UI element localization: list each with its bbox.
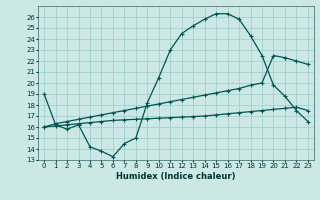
X-axis label: Humidex (Indice chaleur): Humidex (Indice chaleur) [116,172,236,181]
